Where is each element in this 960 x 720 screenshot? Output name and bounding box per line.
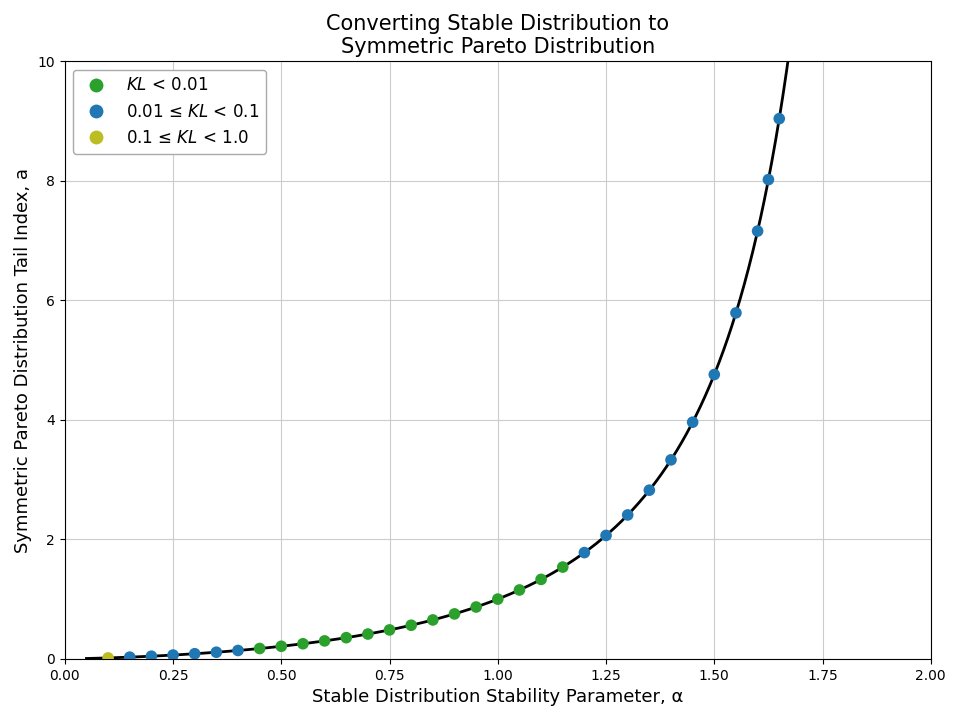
Point	[101, 652, 116, 664]
Point	[729, 307, 744, 319]
Point	[360, 629, 375, 640]
Point	[760, 174, 776, 185]
Point	[772, 113, 787, 125]
Point	[641, 485, 657, 496]
Point	[425, 614, 441, 626]
Point	[750, 225, 765, 237]
Point	[122, 652, 137, 663]
Point	[187, 648, 203, 660]
Point	[598, 530, 613, 541]
Legend: $\mathit{KL}$ < 0.01, 0.01 ≤ $\mathit{KL}$ < 0.1, 0.1 ≤ $\mathit{KL}$ < 1.0: $\mathit{KL}$ < 0.01, 0.01 ≤ $\mathit{KL…	[73, 70, 266, 154]
Point	[620, 509, 636, 521]
Point	[230, 644, 246, 656]
Point	[165, 649, 180, 661]
Point	[403, 619, 419, 631]
Point	[252, 643, 267, 654]
Point	[685, 416, 701, 428]
Point	[468, 601, 484, 613]
Point	[446, 608, 462, 620]
Point	[339, 632, 354, 644]
Point	[707, 369, 722, 380]
Point	[491, 593, 506, 605]
Point	[317, 635, 332, 647]
Point	[577, 546, 592, 558]
Point	[663, 454, 679, 466]
Point	[296, 638, 311, 649]
Title: Converting Stable Distribution to
Symmetric Pareto Distribution: Converting Stable Distribution to Symmet…	[326, 14, 669, 57]
Point	[534, 574, 549, 585]
Point	[512, 584, 527, 595]
Point	[144, 650, 159, 662]
Point	[555, 562, 570, 573]
X-axis label: Stable Distribution Stability Parameter, α: Stable Distribution Stability Parameter,…	[312, 688, 684, 706]
Point	[382, 624, 397, 636]
Point	[274, 641, 289, 652]
Y-axis label: Symmetric Pareto Distribution Tail Index, a: Symmetric Pareto Distribution Tail Index…	[13, 168, 32, 553]
Point	[208, 647, 224, 658]
